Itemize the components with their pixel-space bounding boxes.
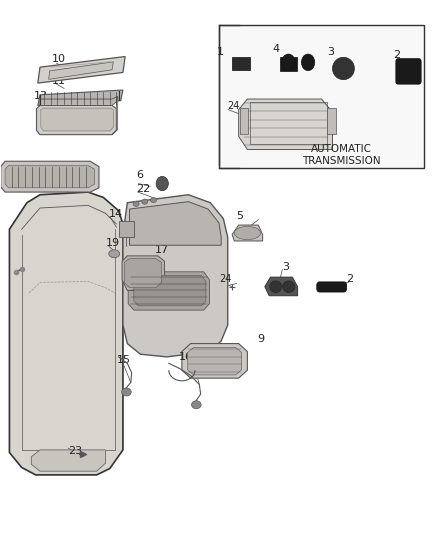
FancyBboxPatch shape xyxy=(396,59,421,84)
Polygon shape xyxy=(112,96,118,135)
Polygon shape xyxy=(38,90,123,106)
Text: 15: 15 xyxy=(117,355,131,365)
Text: 11: 11 xyxy=(52,76,66,86)
Text: 3: 3 xyxy=(327,46,334,56)
Ellipse shape xyxy=(150,197,156,203)
Text: 16: 16 xyxy=(179,352,193,362)
Polygon shape xyxy=(240,108,248,134)
FancyBboxPatch shape xyxy=(317,282,346,292)
Polygon shape xyxy=(10,192,123,475)
Polygon shape xyxy=(122,256,164,290)
Ellipse shape xyxy=(234,227,261,240)
Text: 17: 17 xyxy=(154,245,169,255)
Polygon shape xyxy=(49,62,113,79)
Polygon shape xyxy=(1,161,99,192)
Text: 22: 22 xyxy=(136,184,150,194)
Polygon shape xyxy=(38,56,125,83)
Text: 1: 1 xyxy=(217,46,224,56)
Ellipse shape xyxy=(142,199,148,204)
Polygon shape xyxy=(182,344,247,378)
Polygon shape xyxy=(128,272,209,310)
Ellipse shape xyxy=(133,201,139,206)
Text: 2: 2 xyxy=(346,273,353,284)
Text: 19: 19 xyxy=(106,238,120,248)
Polygon shape xyxy=(265,277,297,296)
Text: 10: 10 xyxy=(52,54,66,64)
Bar xyxy=(280,57,297,71)
Text: AUTOMATIC
TRANSMISSION: AUTOMATIC TRANSMISSION xyxy=(302,144,381,166)
Polygon shape xyxy=(5,165,95,188)
Text: 9: 9 xyxy=(258,334,265,344)
Ellipse shape xyxy=(191,401,201,409)
Polygon shape xyxy=(134,276,206,306)
Text: 5: 5 xyxy=(237,211,244,221)
Polygon shape xyxy=(130,201,221,245)
Polygon shape xyxy=(36,106,117,135)
Text: 13: 13 xyxy=(33,91,47,101)
Ellipse shape xyxy=(109,250,120,258)
Ellipse shape xyxy=(122,388,131,396)
Bar xyxy=(119,221,134,237)
Ellipse shape xyxy=(270,281,282,293)
Polygon shape xyxy=(327,108,336,134)
Polygon shape xyxy=(239,99,332,150)
Text: 4: 4 xyxy=(273,44,280,54)
Polygon shape xyxy=(40,96,118,106)
Ellipse shape xyxy=(301,54,315,71)
Bar xyxy=(232,56,250,70)
Ellipse shape xyxy=(283,281,295,293)
Text: 14: 14 xyxy=(109,208,123,219)
Polygon shape xyxy=(232,225,263,241)
Text: 3: 3 xyxy=(283,262,290,272)
Polygon shape xyxy=(219,25,424,168)
Text: 23: 23 xyxy=(68,446,82,456)
Text: 12: 12 xyxy=(1,178,15,188)
Ellipse shape xyxy=(282,54,295,71)
Polygon shape xyxy=(31,450,106,471)
Text: 6: 6 xyxy=(136,171,143,180)
Text: 7: 7 xyxy=(1,169,8,179)
Ellipse shape xyxy=(156,176,168,191)
Polygon shape xyxy=(124,259,161,288)
Ellipse shape xyxy=(332,58,354,79)
Text: 2: 2 xyxy=(393,50,400,60)
Text: 24: 24 xyxy=(219,273,231,284)
Polygon shape xyxy=(41,108,113,131)
Text: 24: 24 xyxy=(228,101,240,111)
Polygon shape xyxy=(123,195,228,357)
Polygon shape xyxy=(187,348,242,375)
